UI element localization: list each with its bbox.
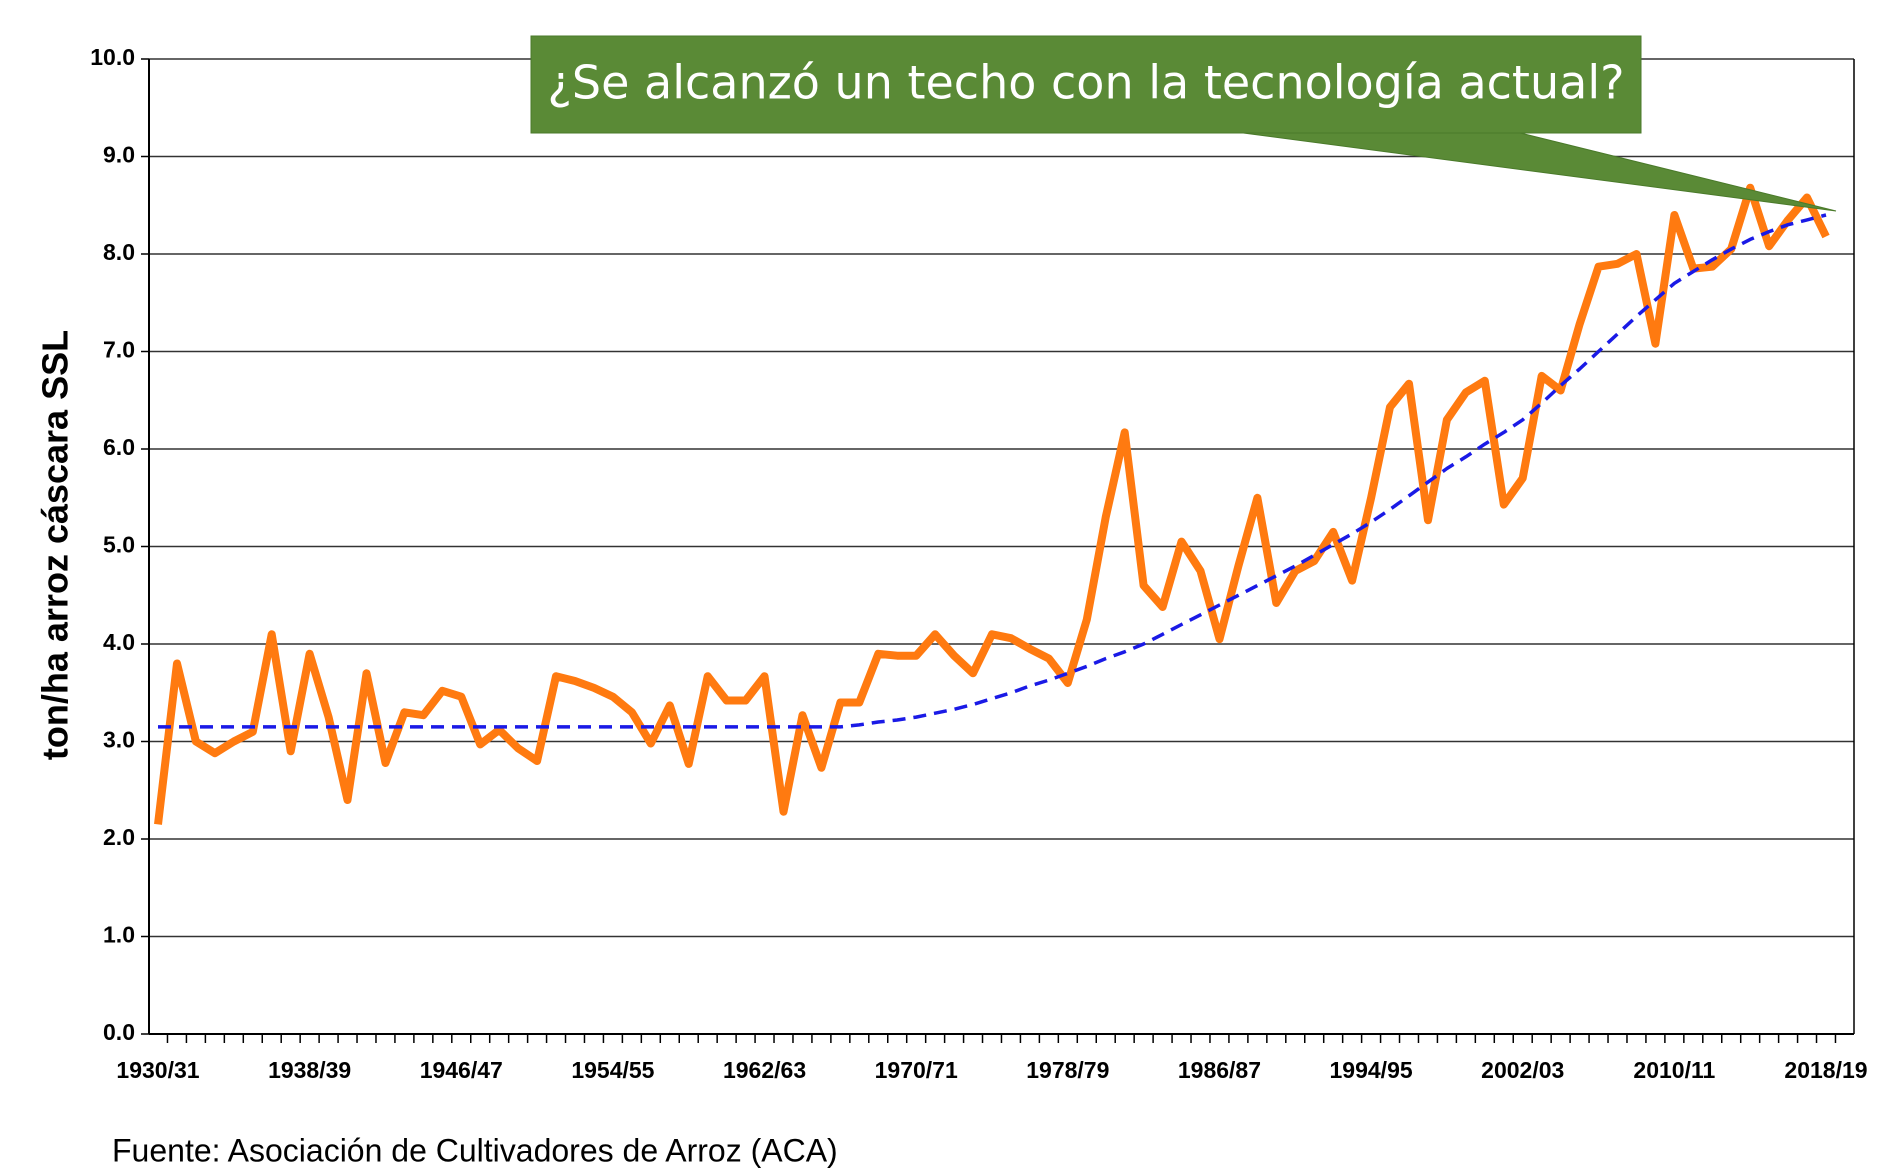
x-tick-label: 1970/71 xyxy=(875,1057,958,1083)
x-tick-label: 1946/47 xyxy=(420,1057,503,1083)
trend-line xyxy=(158,213,1827,729)
y-tick-label: 5.0 xyxy=(103,532,135,558)
x-tick-label: 1938/39 xyxy=(268,1057,351,1083)
y-tick-label: 8.0 xyxy=(103,239,135,265)
y-tick-label: 7.0 xyxy=(103,337,135,363)
callout-pointer xyxy=(1204,127,1837,212)
y-tick-label: 9.0 xyxy=(103,142,135,168)
x-tick-label: 1930/31 xyxy=(116,1057,199,1083)
source-note: Fuente: Asociación de Cultivadores de Ar… xyxy=(112,1132,838,1168)
data-line xyxy=(154,183,1830,825)
x-tick-label: 1986/87 xyxy=(1178,1057,1261,1083)
y-tick-label: 6.0 xyxy=(103,434,135,460)
x-tick-label: 2018/19 xyxy=(1784,1057,1867,1083)
x-tick-label: 2010/11 xyxy=(1633,1057,1715,1083)
y-tick-label: 0.0 xyxy=(103,1019,135,1045)
x-tick-label: 1954/55 xyxy=(571,1057,654,1083)
y-tick-label: 10.0 xyxy=(90,44,135,70)
callout-text: ¿Se alcanzó un techo con la tecnología a… xyxy=(547,56,1624,110)
y-tick-label: 1.0 xyxy=(103,922,135,948)
y-tick-label: 2.0 xyxy=(103,824,135,850)
x-tick-label: 1978/79 xyxy=(1026,1057,1109,1083)
y-tick-label: 3.0 xyxy=(103,727,135,753)
y-tick-label: 4.0 xyxy=(103,629,135,655)
x-tick-label: 1994/95 xyxy=(1330,1057,1413,1083)
y-axis-label: ton/ha arroz cáscara SSL xyxy=(35,330,76,760)
x-tick-label: 1962/63 xyxy=(723,1057,806,1083)
callout-box xyxy=(530,35,1642,134)
x-tick-label: 2002/03 xyxy=(1481,1057,1564,1083)
